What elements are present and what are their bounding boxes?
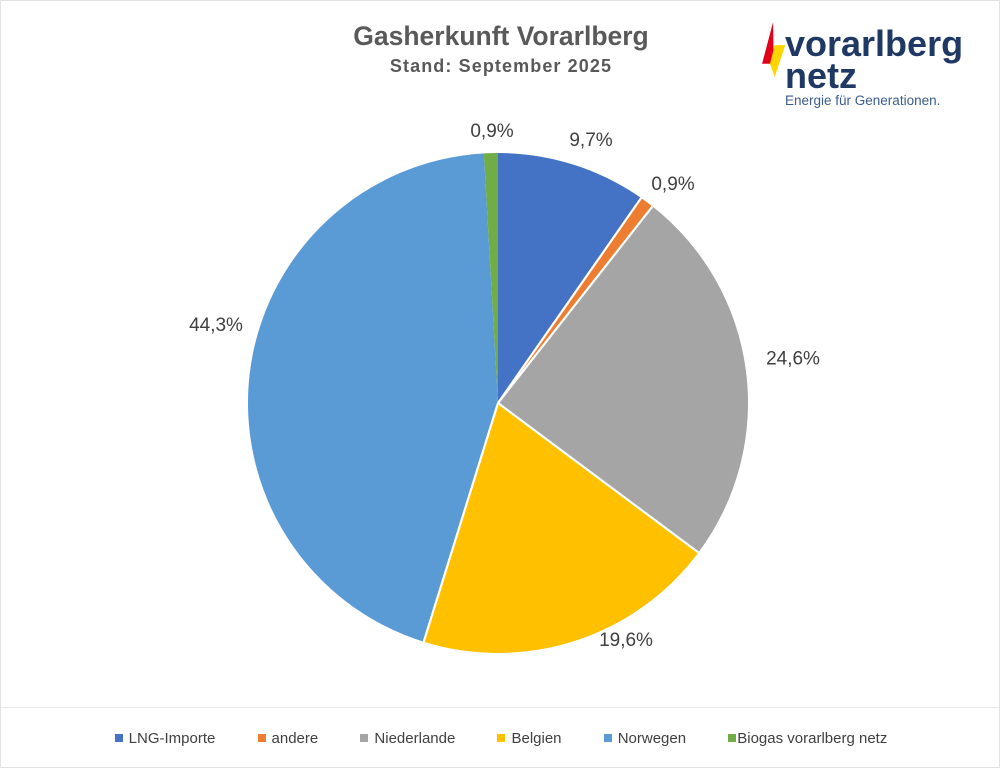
svg-text:9,7%: 9,7% bbox=[569, 130, 612, 151]
svg-text:24,6%: 24,6% bbox=[766, 349, 820, 370]
svg-text:0,9%: 0,9% bbox=[470, 121, 513, 142]
svg-text:19,6%: 19,6% bbox=[599, 630, 653, 651]
svg-text:44,3%: 44,3% bbox=[189, 315, 243, 336]
svg-text:0,9%: 0,9% bbox=[651, 174, 694, 195]
